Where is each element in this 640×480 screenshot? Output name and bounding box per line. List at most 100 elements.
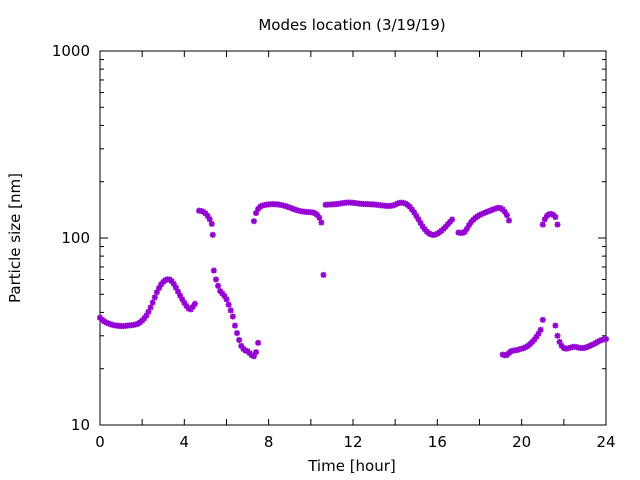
data-point bbox=[191, 300, 198, 307]
data-point bbox=[141, 315, 148, 322]
data-point bbox=[552, 214, 559, 221]
data-point bbox=[482, 209, 489, 216]
x-tick-label: 16 bbox=[428, 433, 447, 451]
y-tick-label: 1000 bbox=[52, 42, 90, 60]
data-point bbox=[253, 349, 260, 356]
data-point bbox=[223, 296, 230, 303]
data-point bbox=[231, 322, 238, 329]
data-point bbox=[478, 211, 485, 218]
data-point bbox=[162, 277, 169, 284]
data-point bbox=[318, 219, 325, 226]
data-point bbox=[413, 212, 420, 219]
data-point bbox=[537, 326, 544, 333]
data-point bbox=[215, 282, 222, 289]
data-point bbox=[229, 313, 236, 320]
data-point bbox=[584, 344, 591, 351]
data-point bbox=[103, 319, 110, 326]
data-point bbox=[236, 336, 243, 343]
y-axis-label: Particle size [nm] bbox=[6, 173, 24, 303]
data-point bbox=[170, 280, 177, 287]
x-axis-label: Time [hour] bbox=[307, 457, 396, 475]
data-point bbox=[168, 278, 175, 285]
data-point bbox=[185, 305, 192, 312]
data-point bbox=[189, 303, 196, 310]
data-point bbox=[548, 210, 555, 217]
data-point bbox=[209, 231, 216, 238]
data-point bbox=[250, 353, 257, 360]
tick-labels: 0 4 8 12 16 20 24 10 100 1000 bbox=[52, 42, 616, 451]
data-point bbox=[539, 316, 546, 323]
data-point bbox=[179, 296, 186, 303]
data-point bbox=[586, 343, 593, 350]
axis-ticks bbox=[99, 51, 607, 426]
data-point bbox=[149, 299, 156, 306]
data-point bbox=[147, 304, 154, 311]
y-tick-label: 100 bbox=[61, 229, 90, 247]
data-point bbox=[219, 290, 226, 297]
data-point bbox=[198, 207, 205, 214]
data-point bbox=[465, 222, 472, 229]
x-tick-label: 8 bbox=[264, 433, 274, 451]
data-point bbox=[588, 342, 595, 349]
x-tick-label: 20 bbox=[512, 433, 531, 451]
data-point bbox=[320, 271, 327, 278]
data-point bbox=[238, 342, 245, 349]
data-point bbox=[535, 330, 542, 337]
data-points bbox=[97, 199, 609, 360]
y-tick-label: 10 bbox=[71, 416, 90, 434]
data-point bbox=[227, 307, 234, 314]
data-point bbox=[603, 336, 609, 343]
data-point bbox=[442, 223, 449, 230]
data-point bbox=[406, 203, 413, 210]
data-point bbox=[506, 217, 513, 224]
x-tick-label: 12 bbox=[343, 433, 362, 451]
data-point bbox=[151, 294, 158, 301]
data-point bbox=[556, 338, 563, 345]
data-point bbox=[158, 281, 165, 288]
data-point bbox=[415, 216, 422, 223]
data-point bbox=[210, 267, 217, 274]
x-tick-label: 0 bbox=[95, 433, 105, 451]
data-point bbox=[480, 210, 487, 217]
data-point bbox=[554, 332, 561, 339]
data-point bbox=[409, 206, 416, 213]
data-point bbox=[503, 212, 510, 219]
data-point bbox=[202, 210, 209, 217]
data-point bbox=[234, 330, 241, 337]
data-point bbox=[181, 299, 188, 306]
data-point bbox=[520, 345, 527, 352]
data-point bbox=[596, 337, 603, 344]
x-tick-label: 4 bbox=[180, 433, 190, 451]
chart-title: Modes location (3/19/19) bbox=[258, 16, 445, 34]
data-point bbox=[143, 312, 150, 319]
data-point bbox=[484, 208, 491, 215]
data-point bbox=[145, 308, 152, 315]
data-point bbox=[309, 209, 316, 216]
data-point bbox=[554, 221, 561, 228]
data-point bbox=[411, 209, 418, 216]
data-point bbox=[225, 301, 232, 308]
data-point bbox=[208, 220, 215, 227]
data-point bbox=[172, 284, 179, 291]
data-point bbox=[449, 216, 456, 223]
data-point bbox=[489, 206, 496, 213]
data-point bbox=[463, 225, 470, 232]
data-point bbox=[153, 289, 160, 296]
plot-frame bbox=[99, 50, 607, 426]
data-point bbox=[417, 219, 424, 226]
data-point bbox=[212, 276, 219, 283]
data-point bbox=[539, 221, 546, 228]
data-point bbox=[533, 333, 540, 340]
data-point bbox=[552, 322, 559, 329]
data-point bbox=[501, 208, 508, 215]
data-point bbox=[531, 336, 538, 343]
data-point bbox=[183, 302, 190, 309]
data-point bbox=[250, 218, 257, 225]
data-point bbox=[314, 211, 321, 218]
data-point bbox=[156, 285, 163, 292]
data-point bbox=[390, 202, 397, 209]
data-point bbox=[187, 306, 194, 313]
data-point bbox=[177, 292, 184, 299]
data-point bbox=[204, 212, 211, 219]
